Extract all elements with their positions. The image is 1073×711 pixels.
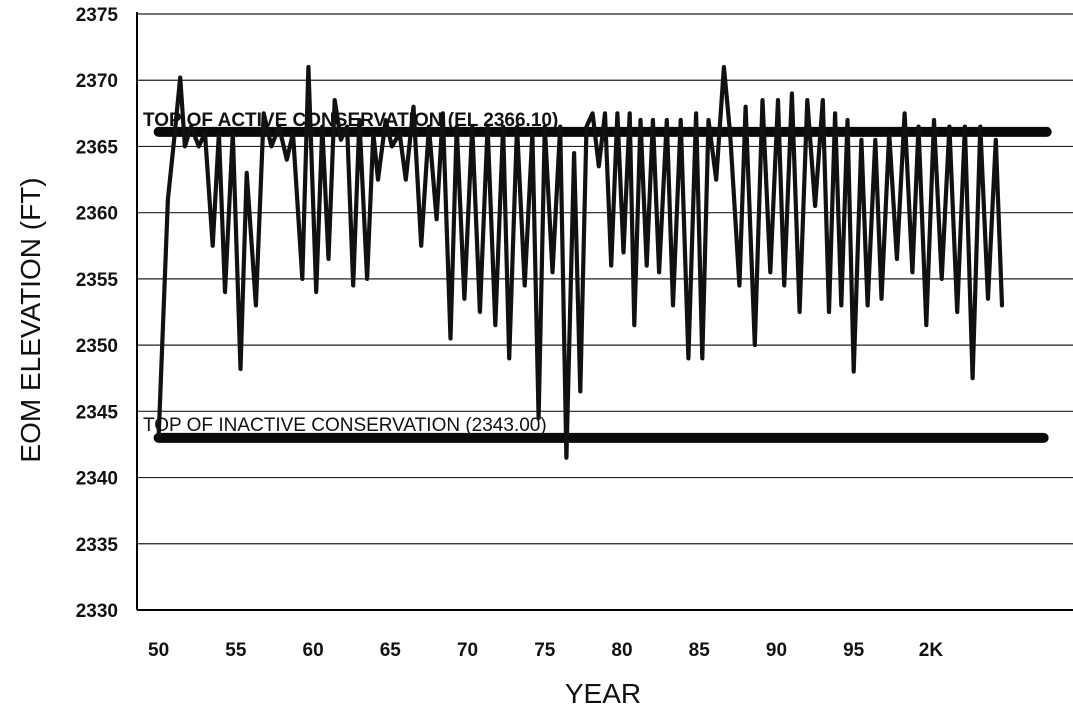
y-tick-label: 2350 bbox=[76, 336, 118, 357]
x-tick-label: 2K bbox=[919, 640, 944, 661]
y-tick-label: 2360 bbox=[76, 204, 118, 225]
y-tick-label: 2370 bbox=[76, 71, 118, 92]
x-tick-label: 85 bbox=[689, 640, 711, 661]
y-tick-label: 2345 bbox=[76, 402, 119, 423]
y-tick-label: 2335 bbox=[76, 535, 119, 556]
x-tick-label: 75 bbox=[534, 640, 556, 661]
y-tick-label: 2365 bbox=[76, 137, 119, 158]
x-tick-label: 80 bbox=[611, 640, 632, 661]
y-tick-labels: 2330 2335 2340 2345 2350 2355 2360 2365 2370 2375 bbox=[76, 5, 119, 622]
y-axis-title: EOM ELEVATION (FT) bbox=[15, 177, 46, 462]
y-tick-label: 2355 bbox=[76, 270, 119, 291]
y-tick-label: 2375 bbox=[76, 5, 119, 26]
chart-axes bbox=[136, 12, 1073, 611]
x-tick-label: 60 bbox=[303, 640, 324, 661]
x-tick-label: 70 bbox=[457, 640, 478, 661]
x-tick-label: 50 bbox=[148, 640, 169, 661]
x-tick-label: 55 bbox=[225, 640, 247, 661]
x-tick-label: 95 bbox=[843, 640, 865, 661]
reference-line-label: TOP OF ACTIVE CONSERVATION (EL 2366.10) bbox=[143, 110, 558, 131]
x-tick-label: 65 bbox=[380, 640, 402, 661]
series-line bbox=[156, 64, 1005, 460]
x-tick-labels: 50 55 60 65 70 75 80 85 90 95 2K bbox=[148, 640, 943, 661]
series-layer bbox=[156, 64, 1005, 460]
x-tick-label: 90 bbox=[766, 640, 787, 661]
y-tick-label: 2330 bbox=[76, 601, 118, 622]
x-axis-title: YEAR bbox=[565, 678, 641, 709]
grid-lines bbox=[137, 13, 1073, 545]
reference-line-label: TOP OF INACTIVE CONSERVATION (2343.00) bbox=[143, 415, 547, 436]
y-tick-label: 2340 bbox=[76, 469, 118, 490]
